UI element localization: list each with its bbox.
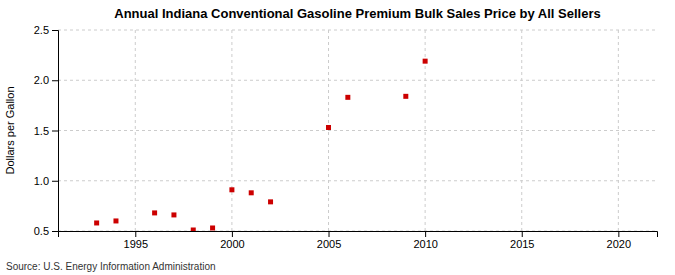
y-tick-label: 2.0 [34,74,49,86]
x-tick-label: 2020 [607,238,631,250]
x-tick: 1995 [124,231,148,250]
x-tick: 2020 [607,231,631,250]
y-tick-mark [52,231,58,232]
grid-line-y [58,130,657,131]
point [268,199,273,204]
x-tick-mark [329,231,330,237]
x-tick-label: 2010 [413,238,437,250]
grid-line-y [58,180,657,181]
y-axis-title: Dollars per Gallon [4,86,16,174]
x-tick: 2005 [317,231,341,250]
x-tick: 2010 [413,231,437,250]
x-tick-label: 1995 [124,238,148,250]
y-tick: 1.5 [34,125,58,137]
point [191,227,196,231]
y-tick-mark [52,30,58,31]
y-tick: 0.5 [34,225,58,237]
y-tick-mark [52,80,58,81]
y-tick-mark [52,131,58,132]
y-tick-label: 1.5 [34,125,49,137]
x-tick-mark [425,231,426,237]
point [249,190,254,195]
x-tick: 2000 [220,231,244,250]
x-tick-label: 2015 [510,238,534,250]
x-axis: 1995 2000 2005 2010 2015 2020 [59,231,658,250]
point [171,212,176,217]
y-tick: 1.0 [34,175,58,187]
point [345,95,350,100]
chart: 1995 2000 2005 2010 2015 2020 0.5 1.0 1.5 2.0 2.5 A… [0,0,675,275]
plot: 1995 2000 2005 2010 2015 2020 0.5 1.0 1.5 2.0 2.5 [34,24,658,250]
y-axis-line [52,31,59,232]
y-tick-label: 0.5 [34,225,49,237]
grid-line-x [135,30,136,231]
y-axis: 0.5 1.0 1.5 2.0 2.5 [34,24,59,237]
grid [58,30,657,231]
x-axis-line [59,232,658,238]
point [403,94,408,99]
grid-line-y [58,30,657,31]
point [326,125,331,130]
x-tick-label: 2005 [317,238,341,250]
point [152,210,157,215]
point [229,187,234,192]
y-tick-mark [52,181,58,182]
title: Annual Indiana Conventional Gasoline Pre… [114,6,600,21]
y-tick-label: 2.5 [34,24,49,36]
y-tick: 2.0 [34,74,58,86]
x-tick-mark [618,231,619,237]
x-tick-mark [135,231,136,237]
y-tick-label: 1.0 [34,175,49,187]
points [94,59,427,231]
source: Source: U.S. Energy Information Administ… [6,261,216,272]
y-tick: 2.5 [34,24,58,36]
x-tick: 2015 [510,231,534,250]
grid-line-y [58,80,657,81]
x-tick-mark [522,231,523,237]
x-tick-label: 2000 [220,238,244,250]
point [113,218,118,223]
point [94,220,99,225]
point [423,59,428,64]
point [210,225,215,230]
x-tick-mark [232,231,233,237]
